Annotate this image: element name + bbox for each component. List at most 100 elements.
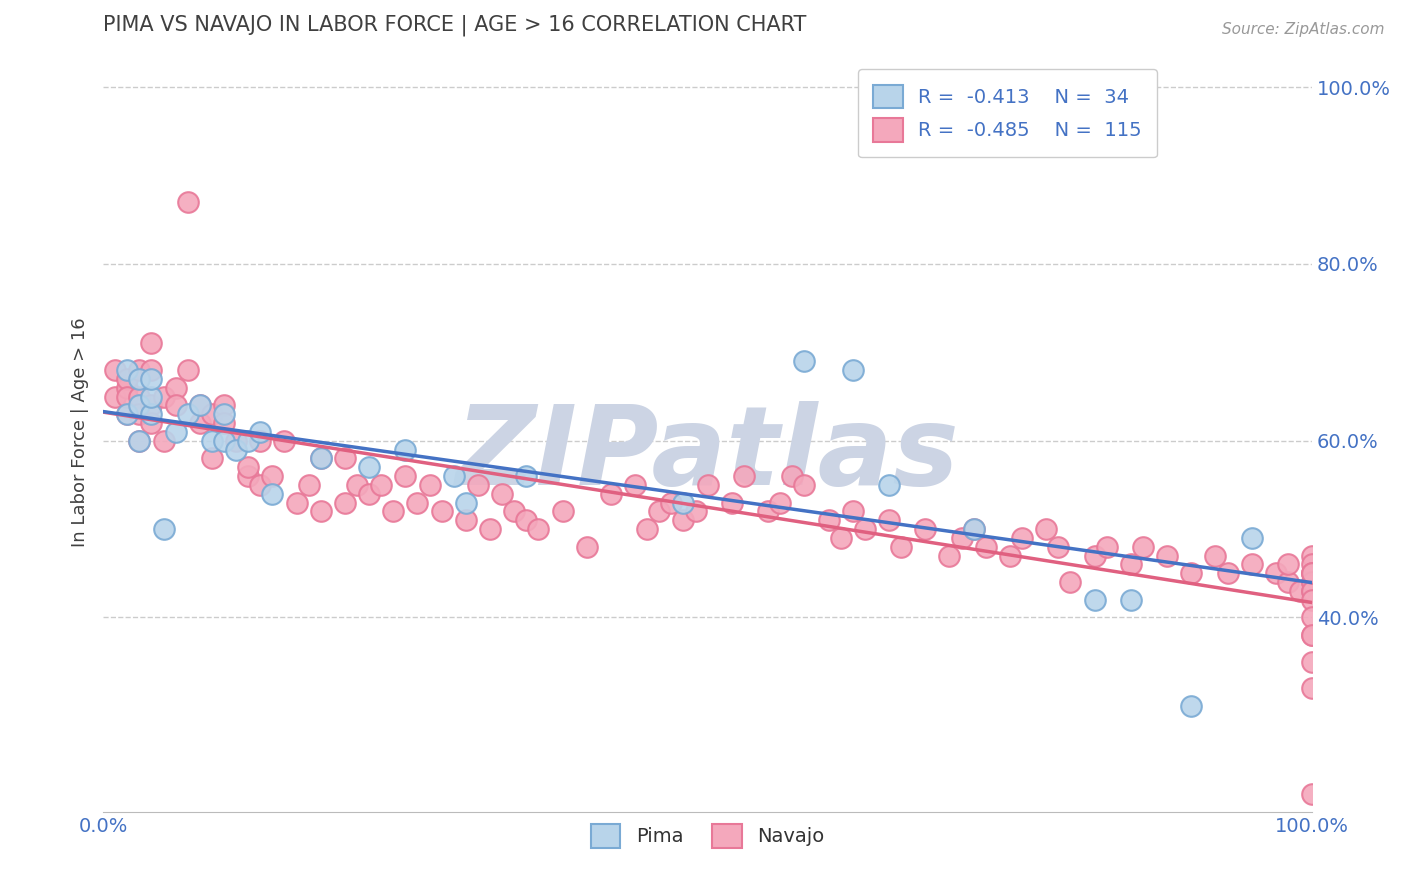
Point bbox=[817, 513, 839, 527]
Point bbox=[780, 469, 803, 483]
Point bbox=[1301, 610, 1323, 624]
Text: Source: ZipAtlas.com: Source: ZipAtlas.com bbox=[1222, 22, 1385, 37]
Point bbox=[225, 434, 247, 448]
Point bbox=[141, 363, 163, 377]
Point bbox=[117, 363, 139, 377]
Point bbox=[141, 416, 163, 430]
Point bbox=[1301, 566, 1323, 581]
Point bbox=[1301, 558, 1323, 572]
Point bbox=[841, 363, 863, 377]
Point bbox=[1180, 698, 1202, 713]
Point bbox=[672, 495, 695, 509]
Point bbox=[128, 390, 150, 404]
Point bbox=[793, 354, 815, 368]
Point bbox=[1035, 522, 1057, 536]
Point bbox=[141, 390, 163, 404]
Point bbox=[443, 469, 465, 483]
Point bbox=[309, 451, 332, 466]
Point bbox=[201, 434, 224, 448]
Point bbox=[177, 407, 200, 421]
Point bbox=[201, 451, 224, 466]
Point bbox=[188, 398, 211, 412]
Point bbox=[212, 416, 235, 430]
Point bbox=[1301, 583, 1323, 598]
Point bbox=[696, 478, 718, 492]
Point bbox=[527, 522, 550, 536]
Point bbox=[128, 398, 150, 412]
Point bbox=[1083, 549, 1105, 563]
Point bbox=[117, 407, 139, 421]
Point bbox=[1011, 531, 1033, 545]
Point bbox=[188, 398, 211, 412]
Point bbox=[117, 407, 139, 421]
Point bbox=[1240, 558, 1263, 572]
Point bbox=[914, 522, 936, 536]
Point bbox=[1301, 628, 1323, 642]
Point bbox=[128, 372, 150, 386]
Point bbox=[430, 504, 453, 518]
Point bbox=[238, 469, 260, 483]
Point bbox=[165, 425, 187, 439]
Point bbox=[1301, 655, 1323, 669]
Point bbox=[1301, 628, 1323, 642]
Point bbox=[853, 522, 876, 536]
Point bbox=[141, 407, 163, 421]
Point bbox=[152, 522, 174, 536]
Point bbox=[1119, 592, 1142, 607]
Point bbox=[793, 478, 815, 492]
Point bbox=[1204, 549, 1226, 563]
Point bbox=[309, 504, 332, 518]
Point bbox=[249, 478, 271, 492]
Point bbox=[756, 504, 779, 518]
Point bbox=[177, 363, 200, 377]
Text: ZIPatlas: ZIPatlas bbox=[456, 401, 959, 508]
Point bbox=[1289, 583, 1312, 598]
Point bbox=[1301, 681, 1323, 695]
Point bbox=[1083, 592, 1105, 607]
Point bbox=[659, 495, 682, 509]
Point bbox=[406, 495, 429, 509]
Point bbox=[1095, 540, 1118, 554]
Point bbox=[1301, 566, 1323, 581]
Text: PIMA VS NAVAJO IN LABOR FORCE | AGE > 16 CORRELATION CHART: PIMA VS NAVAJO IN LABOR FORCE | AGE > 16… bbox=[103, 15, 807, 37]
Point bbox=[733, 469, 755, 483]
Point bbox=[359, 460, 381, 475]
Point bbox=[720, 495, 742, 509]
Point bbox=[1216, 566, 1239, 581]
Point bbox=[877, 513, 900, 527]
Point bbox=[128, 434, 150, 448]
Point bbox=[346, 478, 368, 492]
Point bbox=[685, 504, 707, 518]
Point bbox=[141, 336, 163, 351]
Point bbox=[394, 442, 416, 457]
Point bbox=[333, 451, 356, 466]
Point bbox=[117, 390, 139, 404]
Point bbox=[394, 469, 416, 483]
Point bbox=[600, 487, 623, 501]
Point bbox=[152, 390, 174, 404]
Point bbox=[1301, 592, 1323, 607]
Point bbox=[152, 434, 174, 448]
Point bbox=[104, 390, 127, 404]
Point bbox=[1301, 566, 1323, 581]
Point bbox=[128, 434, 150, 448]
Point bbox=[1277, 575, 1299, 590]
Point bbox=[333, 495, 356, 509]
Point bbox=[238, 434, 260, 448]
Point bbox=[1301, 549, 1323, 563]
Point bbox=[830, 531, 852, 545]
Point bbox=[974, 540, 997, 554]
Point bbox=[238, 460, 260, 475]
Point bbox=[370, 478, 392, 492]
Point bbox=[262, 469, 284, 483]
Point bbox=[1301, 787, 1323, 801]
Point bbox=[515, 513, 537, 527]
Point bbox=[479, 522, 502, 536]
Point bbox=[454, 513, 477, 527]
Point bbox=[877, 478, 900, 492]
Point bbox=[454, 495, 477, 509]
Point bbox=[262, 487, 284, 501]
Point bbox=[962, 522, 984, 536]
Point bbox=[188, 416, 211, 430]
Point bbox=[104, 363, 127, 377]
